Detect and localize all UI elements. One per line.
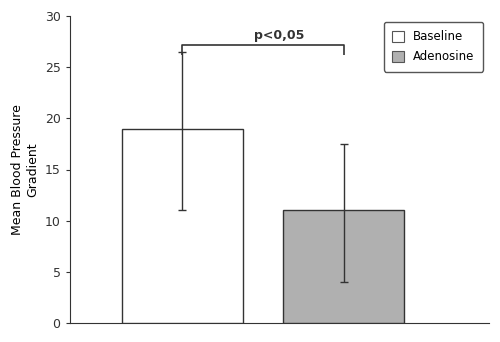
Bar (284, 210, 404, 323)
Bar (122, 129, 243, 323)
Legend: Baseline, Adenosine: Baseline, Adenosine (384, 22, 483, 71)
Text: p<0,05: p<0,05 (254, 29, 304, 42)
Y-axis label: Mean Blood Pressure
Gradient: Mean Blood Pressure Gradient (11, 104, 39, 235)
